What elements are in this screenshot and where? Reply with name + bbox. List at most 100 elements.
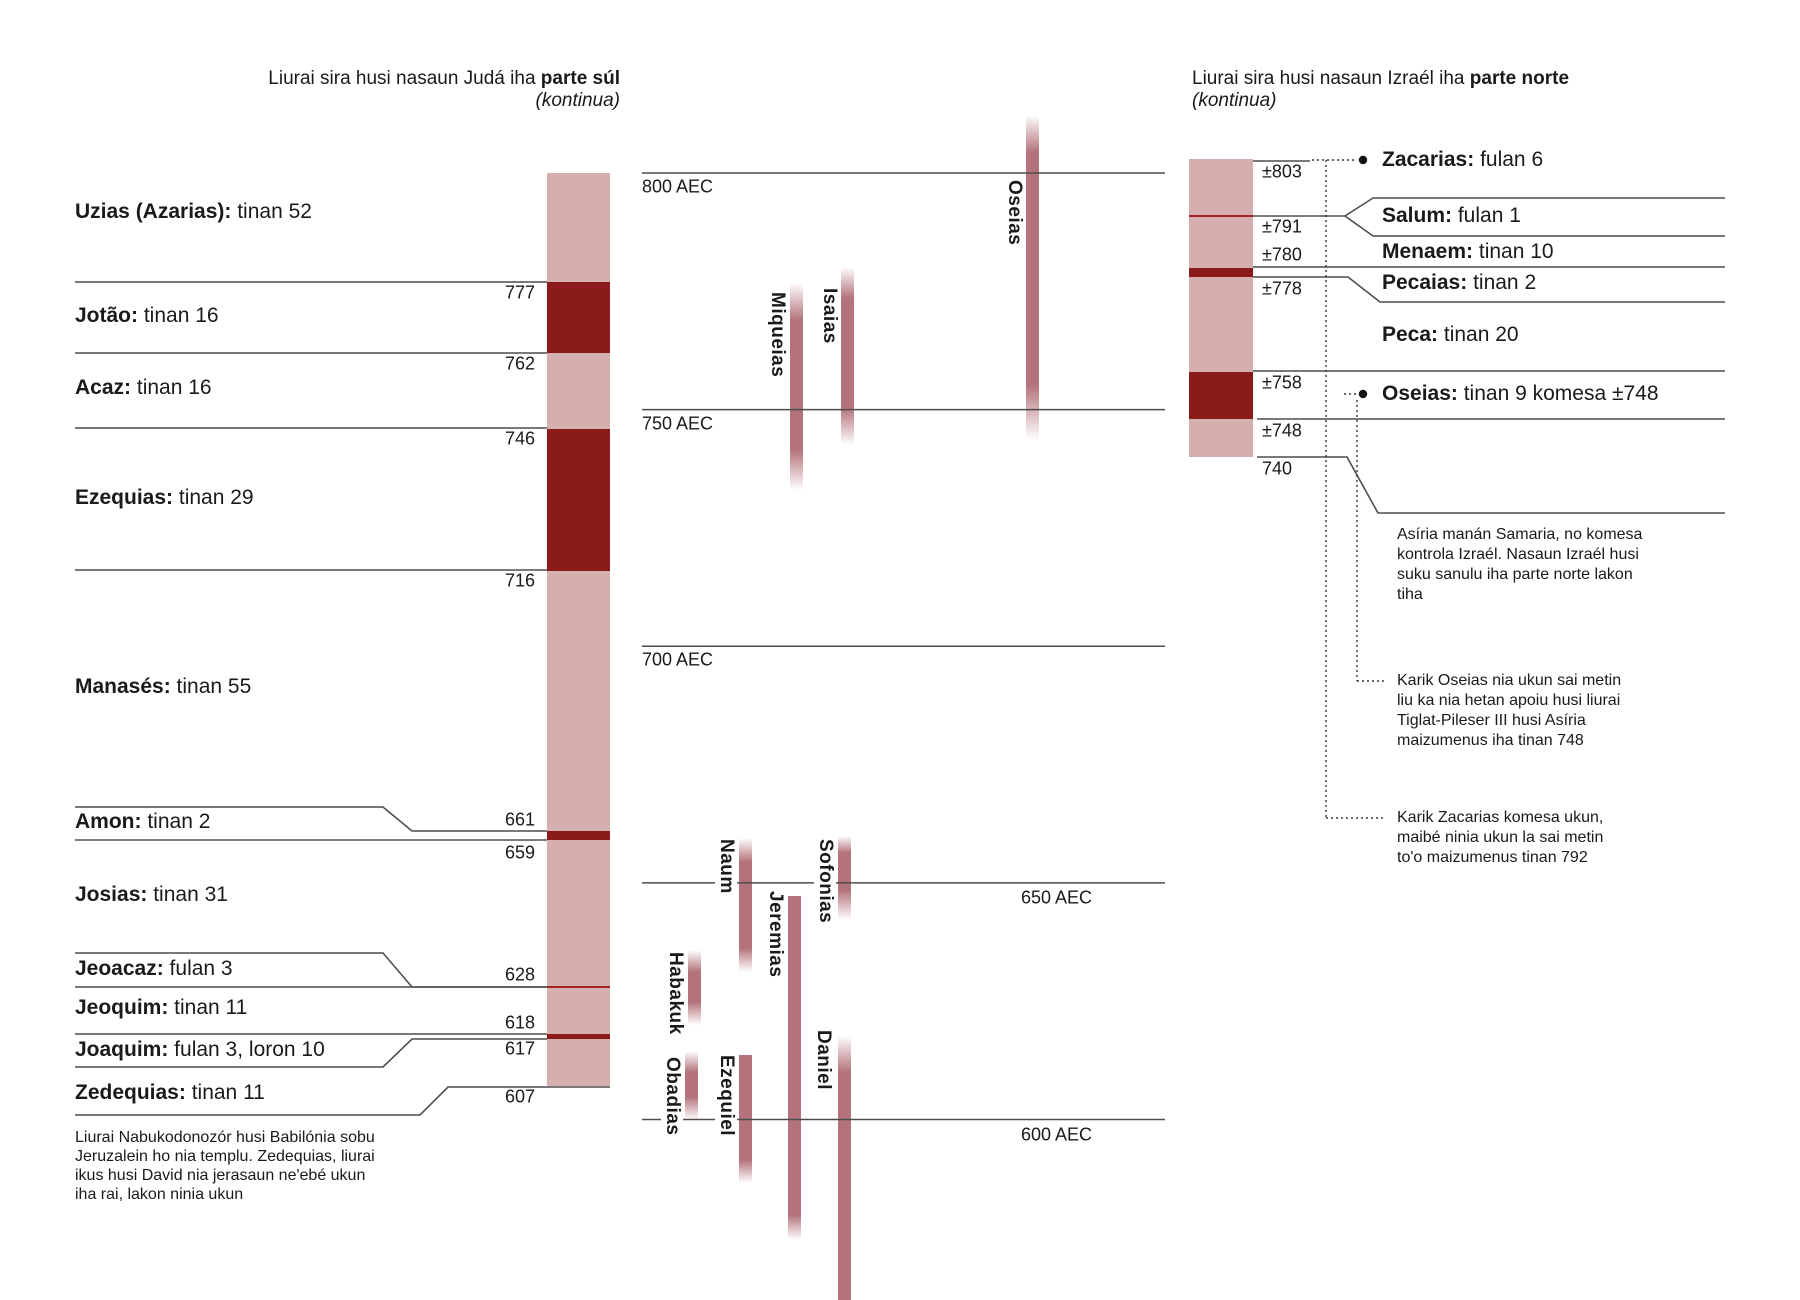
judah-year-label-618: 618 <box>504 1012 535 1033</box>
nebuchadnezzar-note-line: Jeruzalein ho nia templu. Zedequias, liu… <box>75 1148 375 1165</box>
prophet-label-jeremias: Jeremias <box>764 889 786 980</box>
israel-year-label-740: 740 <box>1262 458 1293 479</box>
judah-king-zedequias: Zedequias: tinan 11 <box>75 1081 265 1105</box>
prophet-bar-obadias <box>685 1051 698 1120</box>
judah-king-jotão: Jotão: tinan 16 <box>75 304 219 328</box>
timeline-label-700: 700 AEC <box>642 649 714 670</box>
assyria-samaria-note-line: Asíria manán Samaria, no komesa <box>1397 526 1643 543</box>
israel-king-reign-length: tinan 10 <box>1473 240 1554 263</box>
israel-king-name: Menaem: <box>1382 240 1474 263</box>
prophet-label-oseias: Oseias <box>1003 178 1025 248</box>
judah-king-name: Uzias (Azarias): <box>75 200 232 223</box>
prophet-label-daniel: Daniel <box>812 1028 834 1093</box>
judah-king-manasés: Manasés: tinan 55 <box>75 675 251 699</box>
judah-header-bold: parte súl <box>540 68 620 89</box>
israel-salum-upper <box>1344 197 1725 217</box>
prophet-label-isaias: Isaias <box>818 286 840 346</box>
judah-year-label-746: 746 <box>504 428 535 449</box>
zacarias-reign-note-line: maibé ninia ukun la sai metin <box>1397 829 1604 846</box>
israel-year-label-803: ±803 <box>1262 161 1302 182</box>
prophet-label-obadias: Obadias <box>661 1055 683 1138</box>
assyria-samaria-note-line: tiha <box>1397 586 1423 603</box>
israel-king-zacarias: Zacarias: fulan 6 <box>1382 148 1543 172</box>
prophet-label-miqueias: Miqueias <box>766 290 788 380</box>
zacarias-reign-note: Karik Zacarias komesa ukun, maibé ninia u… <box>1397 808 1603 868</box>
israel-king-reign-length: tinan 20 <box>1438 323 1519 346</box>
israel-king-pecaias: Pecaias: tinan 2 <box>1382 271 1536 295</box>
judah-king-jeoacaz: Jeoacaz: fulan 3 <box>75 957 233 981</box>
timeline-label-800: 800 AEC <box>642 176 714 197</box>
prophet-bar-isaias <box>841 267 854 445</box>
israel-year-label-748: ±748 <box>1262 420 1302 441</box>
judah-year-label-661: 661 <box>504 809 535 830</box>
judah-header-continued: (kontinua) <box>535 90 621 111</box>
judah-year-label-607: 607 <box>504 1086 535 1107</box>
prophet-bar-sofonias <box>838 836 851 920</box>
israel-header-bold: parte norte <box>1469 68 1570 89</box>
judah-year-label-716: 716 <box>504 570 535 591</box>
prophet-bar-naum <box>739 838 752 972</box>
israel-king-reign-length: fulan 6 <box>1474 148 1544 171</box>
nebuchadnezzar-note-line: Liurai Nabukodonozór husi Babilónia sobu <box>75 1129 375 1146</box>
nebuchadnezzar-note-line: ikus husi David nia jerasaun ne'ebé ukun <box>75 1167 366 1184</box>
judah-king-ezequias: Ezequias: tinan 29 <box>75 486 254 510</box>
israel-778-leader <box>1253 276 1725 303</box>
judah-king-reign-length: fulan 3, loron 10 <box>168 1038 325 1061</box>
judah-king-name: Ezequias: <box>75 486 174 509</box>
judah-king-jeoquim: Jeoquim: tinan 11 <box>75 996 247 1020</box>
oseias-reign-note-line: Tiglat-Pileser III husi Asíria <box>1397 712 1586 729</box>
prophet-bar-oseias <box>1026 115 1039 440</box>
israel-king-name: Pecaias: <box>1382 271 1468 294</box>
israel-king-menaem: Menaem: tinan 10 <box>1382 240 1554 264</box>
judah-661-leader <box>75 806 547 832</box>
timeline-label-650: 650 AEC <box>1020 887 1092 908</box>
israel-king-oseias: Oseias: tinan 9 komesa ±748 <box>1382 382 1659 406</box>
israel-header: Liurai sira husi nasaun Izraél iha parte… <box>1192 68 1622 112</box>
israel-reign-thin-mark <box>1189 214 1253 217</box>
oseias-reign-note-line: maizumenus iha tinan 748 <box>1397 732 1584 749</box>
zacarias-reign-note-line: to'o maizumenus tinan 792 <box>1397 849 1588 866</box>
judah-king-name: Jeoquim: <box>75 996 169 1019</box>
israel-740-leader <box>1257 456 1725 514</box>
zacarias-reign-note-line: Karik Zacarias komesa ukun, <box>1397 809 1604 826</box>
timeline-label-600: 600 AEC <box>1020 1124 1092 1144</box>
judah-king-reign-length: tinan 2 <box>141 810 211 833</box>
prophet-label-naum: Naum <box>715 837 737 896</box>
israel-year-label-780: ±780 <box>1262 244 1302 265</box>
judah-king-uziasazarias: Uzias (Azarias): tinan 52 <box>75 200 312 224</box>
assyria-samaria-note-line: kontrola Izraél. Nasaun Izraél husi <box>1397 546 1639 563</box>
nebuchadnezzar-note: Liurai Nabukodonozór husi Babilónia sobu… <box>75 1128 375 1204</box>
israel-king-reign-length: tinan 9 komesa ±748 <box>1457 382 1659 405</box>
judah-reign-dark-segment <box>547 1034 610 1040</box>
israel-year-label-758: ±758 <box>1262 372 1302 393</box>
prophet-bar-daniel <box>838 1036 851 1300</box>
assyria-samaria-note-line: suku sanulu iha parte norte lakon <box>1397 566 1633 583</box>
judah-king-reign-length: fulan 3 <box>163 957 233 980</box>
judah-king-name: Josias: <box>75 883 148 906</box>
judah-reign-dark-segment <box>547 830 610 841</box>
prophet-label-ezequiel: Ezequiel <box>715 1053 737 1139</box>
israel-king-name: Oseias: <box>1382 382 1458 405</box>
timeline-label-750: 750 AEC <box>642 413 714 434</box>
judah-king-reign-length: tinan 11 <box>185 1081 265 1104</box>
israel-king-reign-length: tinan 2 <box>1467 271 1537 294</box>
judah-year-label-617: 617 <box>504 1038 535 1059</box>
israel-header-continued: (kontinua) <box>1192 90 1277 111</box>
judah-king-name: Manasés: <box>75 675 171 698</box>
israel-king-reign-length: fulan 1 <box>1452 204 1521 227</box>
israel-header-text: Liurai sira husi nasaun Izraél iha <box>1192 68 1470 89</box>
judah-king-reign-length: tinan 16 <box>138 304 219 327</box>
judah-header-text: Liurai sira husi nasaun Judá iha <box>268 68 541 89</box>
zacarias-bullet-icon <box>1358 155 1368 165</box>
judah-king-name: Jeoacaz: <box>75 957 164 980</box>
judah-year-label-762: 762 <box>504 353 535 374</box>
israel-reign-dark-segment <box>1189 267 1253 278</box>
oseias-reign-note: Karik Oseias nia ukun sai metin liu ka ni… <box>1397 671 1621 751</box>
judah-king-name: Amon: <box>75 810 142 833</box>
judah-king-acaz: Acaz: tinan 16 <box>75 376 212 400</box>
judah-king-name: Zedequias: <box>75 1081 186 1104</box>
judah-king-josias: Josias: tinan 31 <box>75 883 228 907</box>
oseias-reign-note-line: liu ka nia hetan apoiu husi liurai <box>1397 692 1621 709</box>
israel-salum-lower <box>1344 215 1725 237</box>
